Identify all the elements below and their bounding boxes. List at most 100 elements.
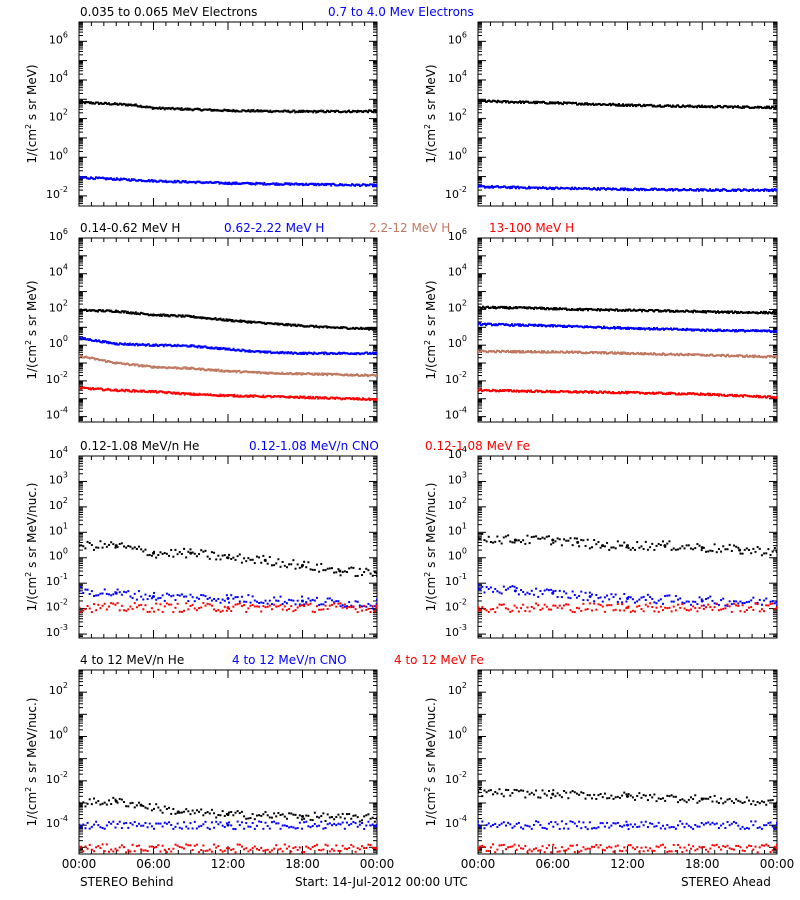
data-point	[330, 372, 333, 375]
data-point	[614, 327, 616, 330]
data-point	[231, 394, 234, 397]
data-value-marker	[79, 354, 81, 358]
data-value-marker	[189, 366, 193, 370]
data-point	[248, 395, 251, 398]
data-point	[83, 337, 86, 340]
data-point	[653, 310, 655, 313]
data-point	[269, 395, 272, 398]
data-point	[325, 184, 328, 187]
data-point	[279, 396, 282, 399]
y-tick-label: 10-2	[445, 370, 467, 386]
data-value-marker	[478, 388, 480, 392]
data-point	[344, 398, 347, 401]
data-point	[678, 392, 680, 395]
data-point	[94, 339, 97, 342]
data-point	[122, 343, 125, 346]
data-point	[142, 389, 145, 392]
data-point	[322, 569, 325, 572]
data-point	[149, 391, 152, 394]
data-point	[505, 305, 507, 308]
data-point	[199, 316, 202, 319]
data-point	[487, 185, 489, 188]
data-point	[325, 351, 328, 354]
data-point	[143, 343, 146, 346]
y-tick-label: 100	[448, 334, 467, 350]
data-point	[741, 394, 743, 397]
data-point	[238, 320, 241, 323]
data-point	[268, 110, 271, 113]
data-point	[709, 329, 711, 332]
data-point	[337, 568, 340, 571]
y-tick-label: 10-2	[46, 370, 68, 386]
data-point	[490, 186, 492, 189]
data-point	[753, 356, 755, 359]
data-point	[350, 373, 353, 376]
data-point	[129, 179, 132, 182]
data-series-4	[478, 388, 777, 400]
data-point	[138, 390, 141, 393]
data-point	[709, 188, 711, 191]
data-point	[281, 560, 284, 563]
data-point	[547, 307, 549, 310]
data-point	[158, 314, 161, 317]
data-point	[508, 307, 510, 310]
data-point	[548, 102, 550, 105]
data-point	[229, 318, 232, 321]
data-point	[307, 395, 310, 398]
data-point	[197, 394, 200, 397]
data-point	[695, 189, 697, 192]
data-point	[183, 393, 186, 396]
y-tick-label: 100	[49, 547, 68, 563]
data-point	[172, 344, 175, 347]
data-point	[328, 567, 331, 570]
data-point	[317, 182, 320, 185]
data-point	[210, 551, 213, 554]
data-value-marker	[626, 391, 629, 395]
data-point	[200, 345, 203, 348]
y-axis-label: 1/(cm2 s sr MeV)	[24, 64, 39, 163]
data-point	[550, 351, 552, 354]
data-point	[612, 391, 614, 394]
data-point	[303, 395, 306, 398]
data-point	[742, 395, 744, 398]
y-axis-label: 1/(cm2 s sr MeV/nuc.)	[24, 483, 39, 612]
data-point	[732, 188, 734, 191]
data-point	[121, 310, 124, 313]
y-tick-label: 102	[49, 496, 68, 512]
data-point	[269, 109, 272, 112]
data-point	[308, 397, 311, 400]
data-series-1	[478, 99, 777, 110]
data-point	[628, 328, 630, 331]
data-point	[88, 542, 91, 545]
data-point	[280, 352, 283, 355]
data-point	[191, 393, 194, 396]
data-point	[83, 102, 86, 105]
data-point	[209, 393, 212, 396]
data-point	[487, 305, 489, 308]
data-point	[251, 394, 254, 397]
data-point	[178, 551, 181, 554]
data-value-marker	[478, 322, 480, 326]
data-point	[752, 188, 754, 191]
data-point	[289, 352, 292, 355]
data-point	[592, 102, 594, 105]
data-point	[515, 306, 517, 309]
data-point	[758, 396, 760, 399]
data-point	[735, 395, 737, 398]
data-point	[127, 343, 130, 346]
data-point	[339, 574, 342, 577]
data-point	[510, 389, 512, 392]
data-point	[714, 310, 716, 313]
data-point	[519, 100, 521, 103]
data-point	[540, 351, 542, 354]
data-point	[179, 314, 182, 317]
data-point	[99, 540, 102, 543]
data-point	[503, 305, 505, 308]
data-point	[734, 188, 736, 191]
data-point	[116, 546, 119, 549]
data-point	[127, 389, 130, 392]
data-point	[238, 553, 241, 556]
data-point	[155, 343, 158, 346]
data-point	[293, 109, 296, 112]
data-point	[618, 103, 620, 106]
